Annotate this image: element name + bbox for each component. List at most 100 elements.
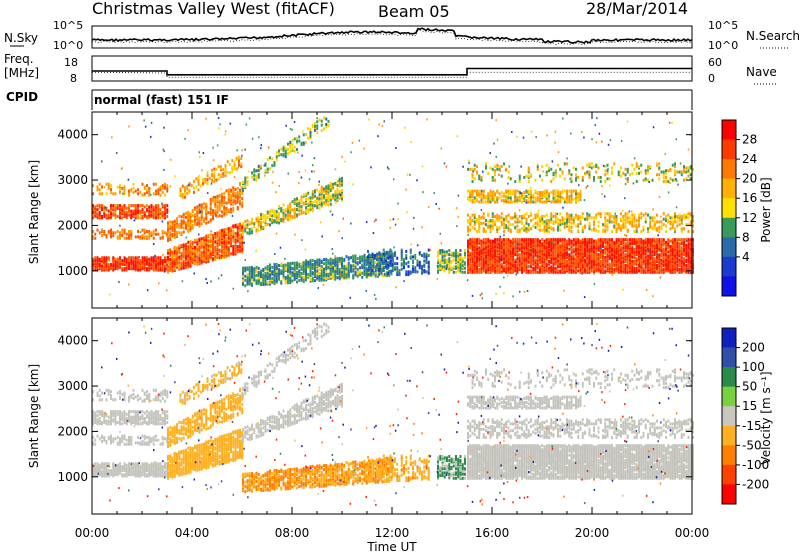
- power-cell: [595, 255, 598, 259]
- power-cell: [683, 266, 685, 270]
- power-cell: [478, 238, 481, 242]
- power-cell: [382, 248, 385, 252]
- power-cell: [595, 251, 598, 255]
- power-cell: [389, 263, 392, 267]
- power-cell: [188, 189, 191, 193]
- power-cell: [239, 188, 241, 192]
- power-cell: [361, 263, 364, 267]
- power-cell: [527, 243, 530, 247]
- power-cell: [132, 267, 135, 271]
- power-cell: [207, 258, 210, 262]
- power-cell: [241, 197, 244, 201]
- power-cell: [482, 257, 485, 261]
- power-cell: [476, 259, 478, 263]
- power-cell: [236, 239, 239, 243]
- power-cell: [590, 263, 593, 267]
- power-cell: [329, 182, 332, 186]
- power-cell: [253, 222, 256, 226]
- power-cell: [203, 258, 205, 262]
- power-cell: [552, 262, 555, 266]
- power-cell: [622, 246, 625, 250]
- power-cell: [516, 268, 519, 272]
- power-cell: [291, 147, 294, 151]
- power-cell: [164, 264, 166, 268]
- power-cell: [200, 210, 203, 214]
- power-cell: [638, 244, 640, 248]
- power-cell: [244, 220, 247, 224]
- power-cell: [443, 258, 446, 262]
- power-cell: [323, 258, 325, 262]
- power-cell: [186, 187, 189, 191]
- power-cell: [327, 272, 330, 276]
- power-cell: [244, 284, 247, 288]
- power-cell: [683, 257, 685, 261]
- power-cell: [150, 231, 153, 235]
- power-cell: [185, 242, 187, 246]
- power-cell: [159, 236, 162, 240]
- power-cell: [489, 263, 492, 267]
- power-cell: [260, 269, 262, 273]
- power-cell: [166, 204, 169, 208]
- power-cell: [273, 161, 276, 165]
- power-cell: [536, 270, 539, 274]
- power-cell: [132, 256, 135, 260]
- power-cell: [476, 238, 478, 242]
- power-cell: [386, 273, 388, 277]
- power-cell: [543, 263, 546, 267]
- power-cell: [289, 261, 292, 265]
- power-cell: [271, 218, 274, 222]
- power-cell: [572, 238, 575, 242]
- power-cell: [137, 204, 139, 208]
- power-cell: [421, 264, 423, 268]
- power-cell: [198, 248, 201, 252]
- power-cell: [548, 269, 550, 273]
- power-cell: [143, 256, 146, 260]
- power-cell: [164, 260, 166, 264]
- power-cell: [554, 270, 557, 274]
- power-cell: [377, 273, 379, 277]
- power-cell: [341, 262, 343, 266]
- power-cell: [365, 256, 368, 260]
- power-cell: [191, 226, 194, 230]
- power-cell: [221, 228, 223, 232]
- power-cell: [629, 238, 631, 242]
- power-cell: [161, 184, 164, 188]
- power-cell: [289, 150, 292, 154]
- power-cell: [500, 238, 503, 242]
- power-cell: [649, 259, 652, 263]
- power-cell: [320, 185, 323, 189]
- power-cell: [107, 216, 110, 220]
- power-cell: [302, 133, 305, 137]
- power-cell: [203, 219, 205, 223]
- power-cell: [631, 268, 634, 272]
- power-cell: [238, 159, 240, 163]
- power-cell: [262, 267, 265, 271]
- power-cell: [182, 243, 185, 247]
- power-cell: [143, 235, 146, 239]
- power-cell: [467, 242, 469, 246]
- power-cell: [232, 224, 235, 228]
- power-cell: [523, 257, 526, 261]
- power-cell: [105, 182, 108, 186]
- power-cell: [403, 258, 405, 262]
- power-cell: [123, 188, 126, 192]
- power-cell: [448, 253, 451, 257]
- power-cell: [457, 251, 460, 255]
- power-cell: [341, 189, 343, 193]
- power-cell: [176, 233, 178, 237]
- power-cell: [665, 262, 667, 266]
- power-cell: [169, 224, 172, 228]
- power-cell: [669, 239, 672, 243]
- power-cell: [491, 263, 494, 267]
- power-cell: [200, 250, 203, 254]
- power-cell: [416, 259, 419, 263]
- power-cell: [121, 228, 124, 232]
- power-cell: [232, 189, 235, 193]
- power-cell: [291, 261, 294, 265]
- power-cell: [367, 249, 369, 253]
- power-cell: [577, 238, 580, 242]
- power-cell: [482, 259, 485, 263]
- power-cell: [343, 270, 346, 274]
- power-cell: [629, 268, 631, 272]
- power-cell: [101, 264, 103, 268]
